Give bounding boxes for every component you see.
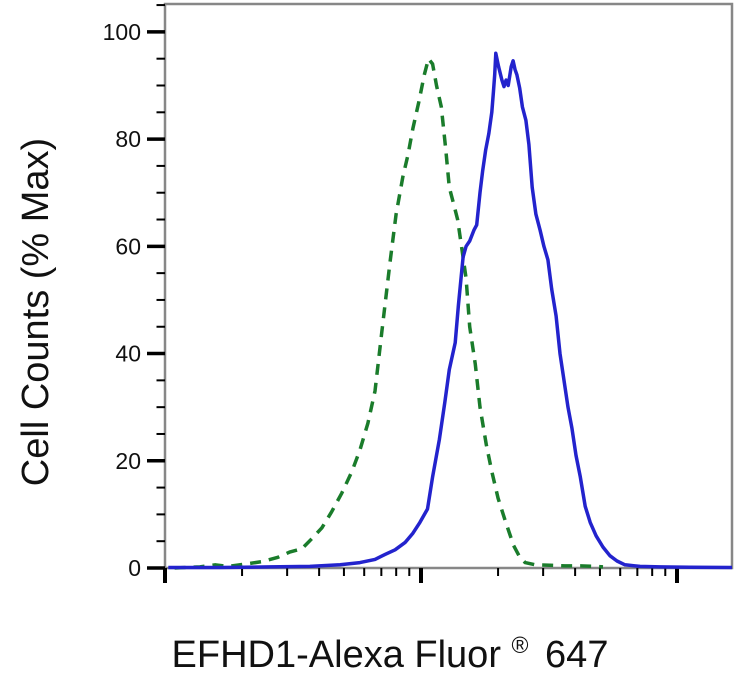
plot-border [163,2,734,570]
curve-green-dashed [174,56,604,570]
histogram-curves [168,51,733,570]
registered-trademark-icon: ® [512,632,529,658]
y-tick-label: 60 [115,233,141,259]
y-tick-label: 20 [115,448,141,474]
y-tick-label: 40 [115,341,141,367]
x-axis-label: EFHD1-Alexa Fluor ® 647 [172,620,609,676]
plot-frame [163,2,734,570]
curve-blue-solid [168,51,733,570]
y-tick-label: 100 [103,19,141,45]
y-tick-label: 80 [115,126,141,152]
y-tick-labels: 0 20 40 60 80 100 [103,19,141,581]
axis-ticks [147,4,679,583]
x-axis-label-main: EFHD1-Alexa Fluor [172,634,502,676]
y-tick-label: 0 [128,555,141,581]
x-axis-label-suffix: 647 [545,634,608,676]
y-axis-label: Cell Counts (% Max) [15,138,57,486]
